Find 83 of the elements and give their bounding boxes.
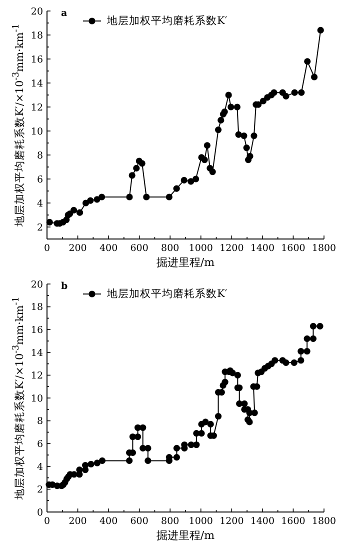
x-tick-label: 1600 — [281, 243, 306, 254]
y-tick-label: 8 — [36, 150, 43, 162]
point — [298, 89, 305, 96]
x-tick-label: 1000 — [188, 516, 213, 527]
x-tick-label: 1400 — [250, 243, 275, 254]
x-tick-label: 200 — [68, 243, 87, 254]
point — [188, 178, 194, 185]
point — [209, 168, 216, 176]
point — [270, 89, 278, 96]
x-tick-label: 800 — [161, 516, 180, 527]
y-tick-label: 18 — [30, 302, 43, 314]
point — [138, 160, 146, 167]
y-tick-label: 18 — [30, 30, 43, 42]
x-tick-label: 0 — [44, 243, 50, 254]
x-axis-title: 掘进里程/m — [156, 256, 216, 269]
point — [225, 92, 232, 98]
y-tick-label: 20 — [30, 6, 43, 18]
y-tick-label: 16 — [30, 54, 43, 66]
y-tick-label: 12 — [30, 102, 43, 114]
point — [304, 58, 311, 65]
y-tick-label: 0 — [36, 507, 43, 518]
point — [228, 104, 234, 110]
legend-label: 地层加权平均磨耗系数K′ — [107, 288, 228, 300]
x-tick-label: 1200 — [220, 243, 244, 254]
point — [180, 176, 188, 184]
point — [126, 194, 133, 200]
point — [282, 92, 290, 100]
point — [173, 185, 180, 192]
x-tick-label: 400 — [99, 243, 118, 254]
y-tick-label: 14 — [30, 78, 43, 90]
point — [128, 172, 136, 179]
point — [192, 176, 200, 182]
point — [76, 209, 84, 216]
point — [204, 142, 210, 149]
point — [317, 26, 324, 34]
x-tick-label: 1200 — [220, 516, 244, 527]
y-tick-label: 2 — [36, 222, 43, 234]
point — [235, 131, 242, 138]
y-tick-label: 8 — [36, 416, 43, 428]
x-tick-label: 200 — [68, 516, 87, 527]
y-tick-label: 14 — [30, 348, 43, 359]
y-tick-label: 10 — [30, 393, 43, 404]
y-tick-label: 4 — [36, 198, 43, 210]
x-tick-label: 600 — [130, 243, 148, 254]
x-tick-label: 400 — [99, 516, 118, 527]
point — [143, 194, 150, 200]
y-tick-label: 16 — [30, 325, 43, 336]
x-tick-label: 1800 — [312, 243, 336, 254]
y-tick-label: 6 — [36, 439, 43, 450]
chart-title: b — [61, 281, 68, 292]
point — [46, 218, 53, 226]
point — [243, 144, 250, 152]
y-tick-label: 6 — [36, 174, 43, 186]
x-tick-label: 1400 — [250, 516, 275, 527]
point — [246, 152, 254, 160]
point — [250, 132, 258, 140]
point — [218, 116, 224, 124]
point — [234, 104, 241, 110]
x-tick-label: 1000 — [188, 243, 213, 254]
x-tick-label: 800 — [161, 243, 180, 254]
legend-label: 地层加权平均磨耗系数K′ — [107, 14, 228, 27]
y-tick-label: 4 — [36, 462, 43, 473]
y-tick-label: 10 — [30, 126, 43, 138]
point — [87, 197, 94, 204]
x-tick-label: 1800 — [312, 516, 336, 527]
point — [214, 126, 222, 134]
point — [311, 74, 318, 80]
x-tick-label: 1600 — [281, 516, 306, 527]
point — [291, 89, 298, 96]
y-tick-label: 2 — [36, 484, 43, 496]
point — [240, 132, 248, 140]
x-tick-label: 0 — [44, 516, 50, 527]
point — [70, 206, 78, 214]
x-tick-label: 600 — [130, 516, 148, 527]
chart-title: a — [61, 8, 68, 19]
point — [201, 156, 208, 164]
point — [133, 164, 140, 172]
y-tick-label: 12 — [30, 370, 43, 382]
y-tick-label: 20 — [30, 279, 43, 290]
point — [166, 194, 172, 200]
point — [98, 194, 106, 200]
x-axis-title: 掘进里程/m — [156, 529, 216, 542]
point — [260, 98, 267, 104]
